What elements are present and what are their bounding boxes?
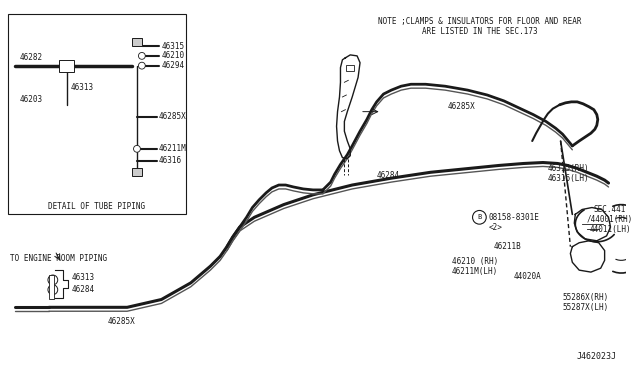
Text: NOTE ;CLAMPS & INSULATORS FOR FLOOR AND REAR: NOTE ;CLAMPS & INSULATORS FOR FLOOR AND … [378,17,581,26]
Text: 55287X(LH): 55287X(LH) [563,303,609,312]
Bar [132,169,142,176]
Text: TO ENGINE ROOM PIPING: TO ENGINE ROOM PIPING [10,254,107,263]
Bar [132,38,142,46]
Text: 46294: 46294 [161,61,184,70]
Circle shape [48,275,58,285]
Text: 46315: 46315 [161,42,184,51]
Text: 46284: 46284 [377,171,400,180]
Text: 46211M: 46211M [159,144,186,153]
Text: 46284: 46284 [72,285,95,294]
Text: 46210 (RH): 46210 (RH) [452,257,499,266]
Bar [49,275,54,299]
Text: 44011(LH): 44011(LH) [590,225,632,234]
Text: 46203: 46203 [20,95,43,105]
Text: 46316(LH): 46316(LH) [548,174,589,183]
Circle shape [48,285,58,295]
Text: 44020A: 44020A [514,272,541,280]
Text: 08158-8301E: 08158-8301E [488,213,539,222]
Circle shape [138,62,145,69]
Text: 46316: 46316 [159,156,182,165]
Text: 46211M(LH): 46211M(LH) [452,267,499,276]
Text: ARE LISTED IN THE SEC.173: ARE LISTED IN THE SEC.173 [422,27,537,36]
Text: J462023J: J462023J [577,352,616,361]
Circle shape [134,145,140,152]
Text: SEC.441: SEC.441 [594,205,626,214]
Bar [346,65,354,71]
Text: DETAIL OF TUBE PIPING: DETAIL OF TUBE PIPING [48,202,145,211]
Text: 46313: 46313 [72,273,95,282]
Text: 46285X: 46285X [159,112,186,121]
Text: 46210: 46210 [161,51,184,60]
Text: 46282: 46282 [20,53,43,62]
Text: 46285X: 46285X [448,102,476,111]
Text: /44001(RH): /44001(RH) [587,215,633,224]
Text: 46315(RH): 46315(RH) [548,164,589,173]
Circle shape [138,52,145,59]
Circle shape [472,211,486,224]
Bar [59,60,74,71]
Text: 55286X(RH): 55286X(RH) [563,293,609,302]
Text: 46285X: 46285X [108,317,136,327]
Text: <2>: <2> [488,222,502,232]
Bar [8,14,186,214]
Text: B: B [477,214,481,220]
Text: 46211B: 46211B [494,242,522,251]
Text: 46313: 46313 [70,83,93,92]
